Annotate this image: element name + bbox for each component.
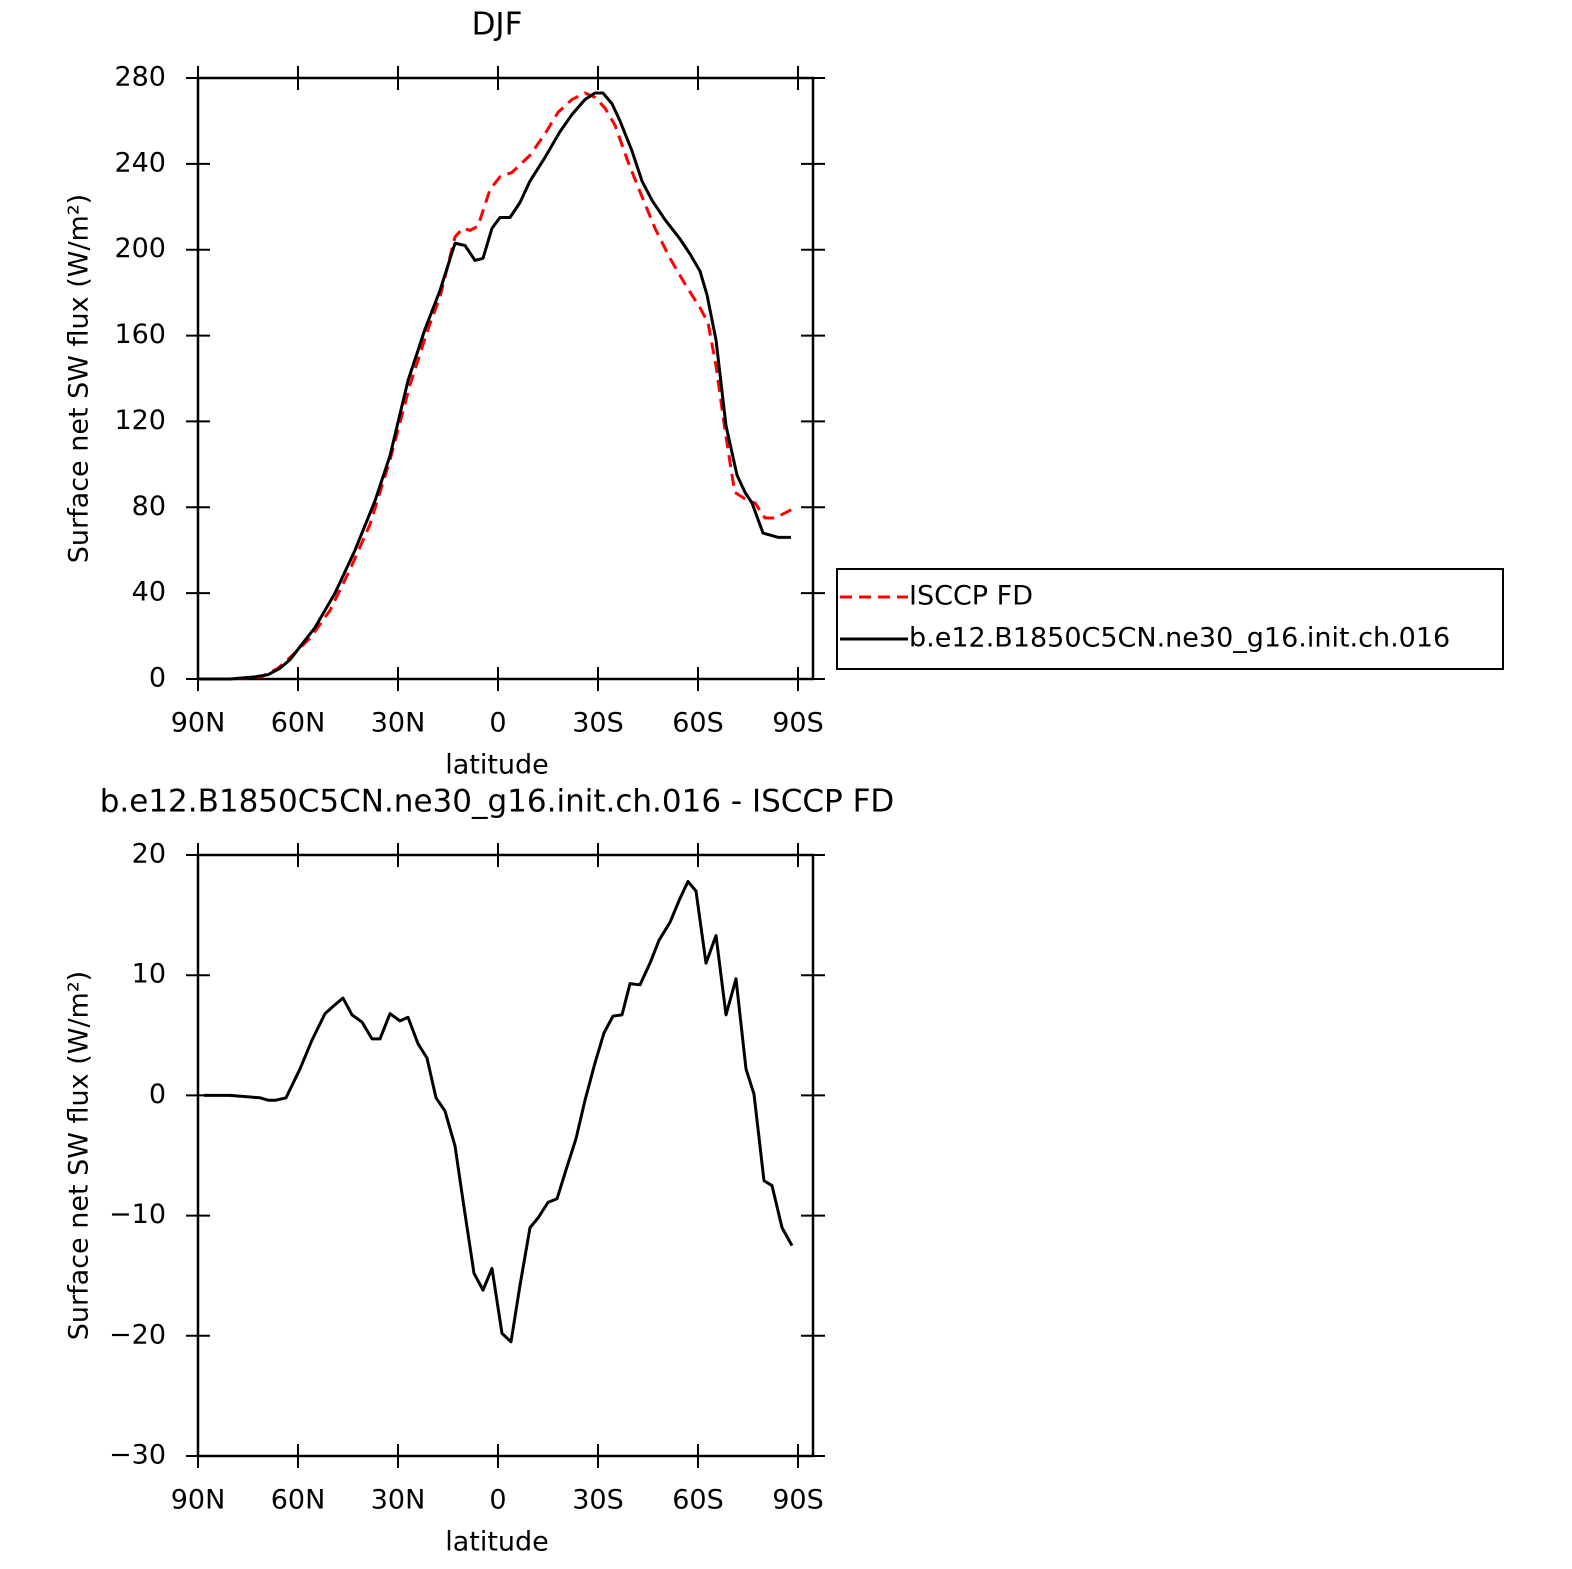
x-tick-label: 60S [672, 708, 724, 739]
x-tick-label: 60N [271, 1485, 326, 1516]
x-tick-label: 60S [672, 1485, 724, 1516]
y-tick-label: 160 [114, 319, 166, 350]
y-tick-label: 240 [114, 147, 166, 178]
x-tick-label: 60N [271, 708, 326, 739]
x-tick-label: 30S [572, 708, 624, 739]
data-line [198, 91, 793, 681]
x-tick-label: 90N [171, 708, 226, 739]
y-axis-label: Surface net SW flux (W/m²) [64, 194, 95, 563]
y-tick-label: 0 [149, 663, 166, 694]
chart-title: b.e12.B1850C5CN.ne30_g16.init.ch.016 - I… [100, 784, 895, 820]
x-tick-label: 90N [171, 1485, 226, 1516]
x-tick-label: 0 [489, 1485, 506, 1516]
x-axis-label: latitude [445, 1527, 549, 1558]
legend-label: b.e12.B1850C5CN.ne30_g16.init.ch.016 [909, 623, 1450, 654]
x-tick-label: 30N [371, 1485, 426, 1516]
x-tick-label: 0 [489, 708, 506, 739]
y-tick-label: −30 [109, 1440, 166, 1471]
y-axis-label: Surface net SW flux (W/m²) [64, 971, 95, 1340]
plot-frame [196, 853, 815, 1458]
y-tick-label: 20 [132, 839, 166, 870]
y-tick-label: 40 [132, 577, 166, 608]
y-tick-label: 120 [114, 405, 166, 436]
y-tick-label: 80 [132, 491, 166, 522]
y-tick-label: 280 [114, 62, 166, 93]
x-tick-label: 30N [371, 708, 426, 739]
chart-title: DJF [472, 7, 523, 43]
legend-label: ISCCP FD [909, 581, 1033, 612]
y-tick-label: −20 [109, 1319, 166, 1350]
y-tick-label: 200 [114, 233, 166, 264]
y-tick-label: −10 [109, 1199, 166, 1230]
x-tick-label: 90S [772, 1485, 824, 1516]
legend-box [836, 568, 1504, 670]
x-axis-label: latitude [445, 750, 549, 781]
y-tick-label: 0 [149, 1079, 166, 1110]
data-line [204, 879, 794, 1344]
x-tick-label: 90S [772, 708, 824, 739]
data-line [198, 91, 791, 681]
plot-frame [196, 76, 815, 681]
x-tick-label: 30S [572, 1485, 624, 1516]
y-tick-label: 10 [132, 959, 166, 990]
